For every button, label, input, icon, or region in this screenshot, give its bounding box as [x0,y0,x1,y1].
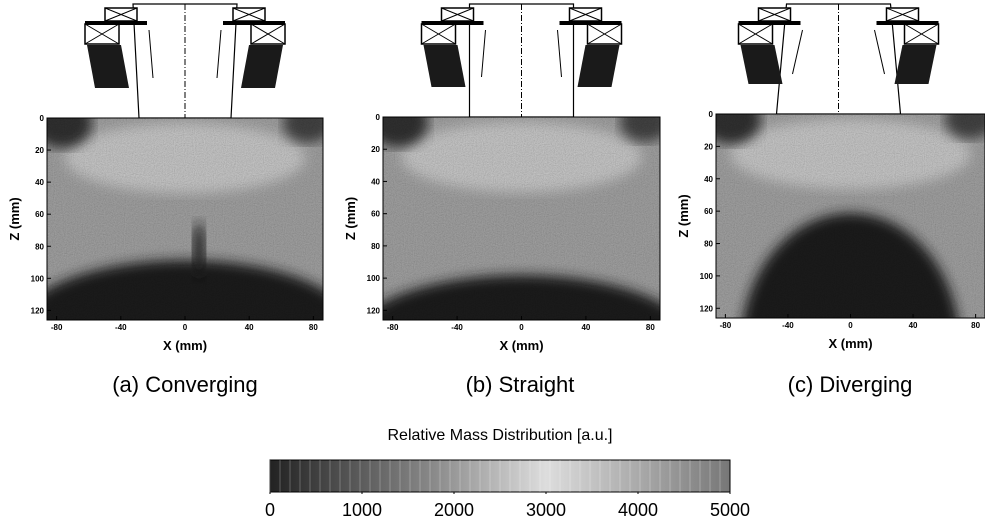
x-axis-label: X (mm) [163,338,207,353]
coil-cross [250,23,286,45]
x-axis-label: X (mm) [828,336,872,351]
heatmap [383,117,660,320]
x-tick-label: 0 [183,323,188,332]
y-tick-label: 60 [35,210,44,219]
x-tick-label: 40 [245,323,254,332]
coil-cross [84,23,120,45]
y-tick-label: 100 [700,272,714,281]
y-tick-label: 60 [704,207,713,216]
panel-caption: (b) Straight [466,372,575,397]
nozzle-diagram [737,3,940,115]
y-axis-label: Z (mm) [676,194,691,237]
colorbar-tick-label: 3000 [526,500,566,520]
magnet-block [241,45,283,88]
noise [47,118,323,320]
coil-cross [758,7,791,22]
heatmap [47,118,323,320]
coil-cross [886,7,919,22]
colorbar-tick-label: 5000 [710,500,750,520]
x-tick-label: 40 [909,321,918,330]
y-tick-label: 80 [35,242,44,251]
x-tick-label: -40 [451,323,463,332]
y-tick-label: 0 [40,114,45,123]
magnet-block [740,45,783,84]
y-tick-label: 100 [367,274,381,283]
x-tick-label: 0 [848,321,853,330]
colorbar-tick-label: 0 [265,500,275,520]
y-tick-label: 60 [371,210,380,219]
coil-bar [876,21,939,25]
coil-cross [569,7,602,22]
nozzle-diagram [84,3,286,119]
y-tick-label: 120 [700,304,714,313]
heatmap [716,114,985,318]
colorbar-tick-label: 1000 [342,500,382,520]
y-tick-label: 20 [35,146,44,155]
y-tick-label: 80 [704,240,713,249]
y-tick-label: 120 [31,306,45,315]
x-tick-label: 80 [646,323,655,332]
nozzle-diagram [420,3,623,118]
y-axis-label: Z (mm) [343,197,358,240]
y-tick-label: 80 [371,242,380,251]
x-tick-label: 80 [309,323,318,332]
field-line [481,29,486,78]
y-tick-label: 40 [704,175,713,184]
coil-bar [738,21,801,25]
y-tick-label: 100 [31,274,45,283]
coil-bar [223,21,285,25]
coil-cross [738,23,773,45]
field-line [557,29,562,78]
coil-bar [421,21,484,25]
magnet-block [577,45,620,87]
field-line [216,29,222,79]
x-tick-label: -80 [387,323,399,332]
panel-caption: (c) Diverging [788,372,913,397]
y-tick-label: 20 [371,145,380,154]
field-line [792,29,803,75]
coil-cross [421,23,456,45]
magnet-block [87,45,129,88]
colorbar-tick-label: 2000 [434,500,474,520]
x-tick-label: -80 [51,323,63,332]
coil-cross [441,7,474,22]
x-tick-label: 40 [581,323,590,332]
coil-cross [904,23,939,45]
y-tick-label: 0 [376,113,381,122]
x-tick-label: 0 [519,323,524,332]
y-tick-label: 40 [371,177,380,186]
y-axis-label: Z (mm) [7,197,22,240]
magnet-block [423,45,466,87]
field-line [148,29,154,79]
coil-cross [232,7,266,22]
noise [383,117,660,320]
y-tick-label: 0 [709,110,714,119]
x-tick-label: 80 [971,321,980,330]
x-tick-label: -80 [720,321,732,330]
colorbar-tick-label: 4000 [618,500,658,520]
magnet-block [894,45,937,84]
x-tick-label: -40 [115,323,127,332]
coil-bar [85,21,147,25]
coil-cross [104,7,138,22]
colorbar-label: Relative Mass Distribution [a.u.] [388,427,613,444]
colorbar [269,459,731,493]
panel-caption: (a) Converging [112,372,258,397]
coil-bar [559,21,622,25]
field-line [874,29,885,75]
noise [716,114,985,318]
y-tick-label: 20 [704,142,713,151]
x-tick-label: -40 [782,321,794,330]
y-tick-label: 40 [35,178,44,187]
coil-cross [587,23,622,45]
y-tick-label: 120 [367,306,381,315]
x-axis-label: X (mm) [499,338,543,353]
